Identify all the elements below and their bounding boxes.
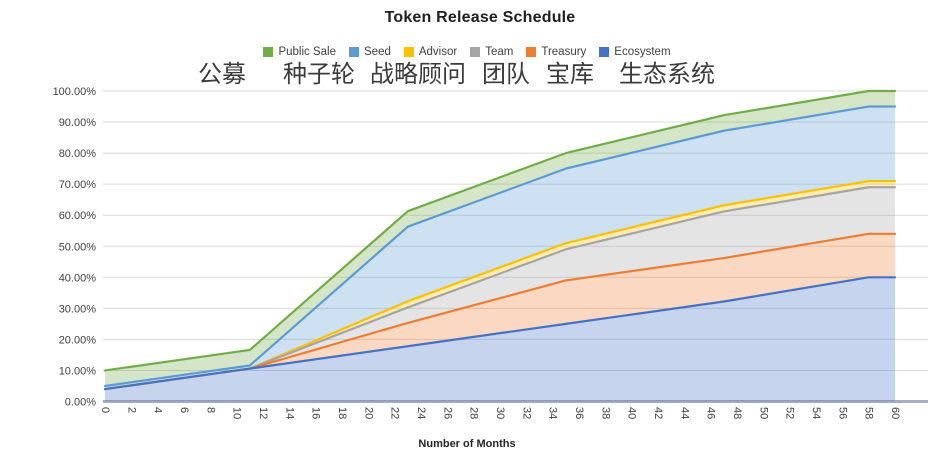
- team-swatch-icon: [470, 47, 481, 57]
- x-tick-label: 30: [494, 407, 506, 419]
- x-tick-label: 8: [204, 407, 216, 413]
- gridlines: [103, 90, 928, 403]
- legend-label: Advisor: [418, 46, 458, 58]
- x-tick-label: 46: [705, 407, 717, 419]
- x-tick-label: 36: [573, 407, 585, 419]
- x-tick-label: 50: [757, 407, 769, 419]
- legend-label: Seed: [364, 46, 391, 58]
- x-tick-label: 16: [310, 407, 322, 419]
- treasury-swatch-icon: [526, 47, 537, 57]
- area-band-public-sale: [105, 91, 895, 386]
- cn-label-treasury: 宝库: [546, 61, 594, 88]
- y-tick-label: 20.00%: [59, 334, 97, 346]
- legend-label: Team: [485, 46, 514, 58]
- cn-label-ecosystem: 生态系统: [619, 61, 715, 88]
- area-band-ecosystem: [105, 277, 895, 402]
- x-tick-label: 22: [389, 407, 401, 419]
- legend-translation-cn: 公募 种子轮 战略顾问 团队 宝库 生态系统: [198, 61, 715, 88]
- ecosystem-swatch-icon: [599, 47, 610, 57]
- x-tick-label: 0: [99, 407, 111, 413]
- x-tick-label: 2: [125, 407, 137, 413]
- legend-label: Ecosystem: [614, 46, 671, 58]
- area-fills: [105, 91, 895, 402]
- y-tick-label: 80.00%: [59, 148, 97, 160]
- x-tick-label: 60: [889, 407, 901, 419]
- cn-label-advisor: 战略顾问: [370, 61, 466, 88]
- y-tick-label: 30.00%: [59, 303, 97, 315]
- y-tick-label: 90.00%: [59, 117, 97, 129]
- cn-label-seed: 种子轮: [283, 61, 355, 88]
- x-tick-label: 54: [810, 407, 822, 419]
- legend-item-seed: Seed: [349, 46, 391, 58]
- y-tick-label: 60.00%: [59, 210, 97, 222]
- x-tick-label: 42: [652, 407, 664, 419]
- series-lines: [103, 89, 897, 391]
- x-tick-label: 44: [678, 407, 690, 419]
- legend-label: Public Sale: [278, 46, 336, 58]
- y-tick-label: 40.00%: [59, 272, 97, 284]
- x-tick-label: 12: [257, 407, 269, 419]
- x-tick-label: 48: [731, 407, 743, 419]
- advisor-swatch-icon: [403, 47, 414, 57]
- legend-item-team: Team: [470, 46, 513, 58]
- legend-item-ecosystem: Ecosystem: [599, 46, 671, 58]
- y-tick-label: 100.00%: [53, 86, 97, 98]
- public-sale-swatch-icon: [263, 47, 274, 57]
- legend-label: Treasury: [541, 46, 587, 58]
- x-tick-label: 40: [626, 407, 638, 419]
- x-tick-label: 26: [441, 407, 453, 419]
- y-tick-label: 70.00%: [59, 179, 97, 191]
- area-band-team: [105, 187, 895, 390]
- x-tick-label: 34: [547, 407, 559, 419]
- x-tick-labels: 0 2 4 6 8 10 12 14 16 18 20 22 24 26 28 30 32 34 36 38 40 42 4…: [99, 407, 901, 419]
- area-band-seed: [105, 106, 895, 390]
- seed-swatch-icon: [349, 47, 359, 57]
- y-tick-labels: 100.00% 90.00% 80.00% 70.00% 60.00% 50.00% 40.…: [53, 86, 97, 409]
- x-tick-label: 14: [283, 407, 295, 419]
- x-axis-title: Number of Months: [418, 438, 516, 450]
- cn-label-team: 团队: [482, 61, 530, 88]
- x-tick-label: 10: [231, 407, 243, 419]
- legend-item-public-sale: Public Sale: [263, 46, 336, 58]
- series-line-ecosystem: [103, 276, 897, 391]
- x-tick-label: 32: [520, 407, 532, 419]
- area-band-treasury: [105, 233, 895, 390]
- chart-title: Token Release Schedule: [384, 9, 576, 26]
- x-tick-label: 24: [415, 407, 427, 419]
- legend: Public Sale Seed Advisor Team Treasury E…: [0, 46, 934, 58]
- x-tick-label: 56: [836, 407, 848, 419]
- y-tick-label: 50.00%: [59, 241, 97, 253]
- x-tick-label: 6: [178, 407, 190, 413]
- x-tick-label: 4: [152, 407, 164, 413]
- x-tick-label: 18: [336, 407, 348, 419]
- x-tick-label: 20: [362, 407, 374, 419]
- x-tick-label: 52: [784, 407, 796, 419]
- x-tick-label: 58: [863, 407, 875, 419]
- series-line-seed: [103, 105, 897, 388]
- legend-item-treasury: Treasury: [526, 46, 586, 58]
- legend-item-advisor: Advisor: [403, 46, 458, 58]
- y-tick-label: 10.00%: [59, 365, 97, 377]
- x-tick-label: 38: [599, 407, 611, 419]
- cn-label-public-sale: 公募: [198, 61, 246, 88]
- x-tick-label: 28: [468, 407, 480, 419]
- y-tick-label: 0.00%: [65, 397, 96, 409]
- series-line-public-sale: [103, 89, 897, 372]
